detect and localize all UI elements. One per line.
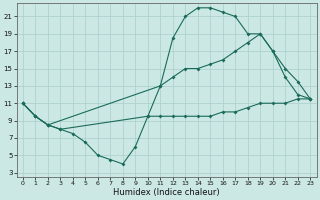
X-axis label: Humidex (Indice chaleur): Humidex (Indice chaleur) xyxy=(113,188,220,197)
